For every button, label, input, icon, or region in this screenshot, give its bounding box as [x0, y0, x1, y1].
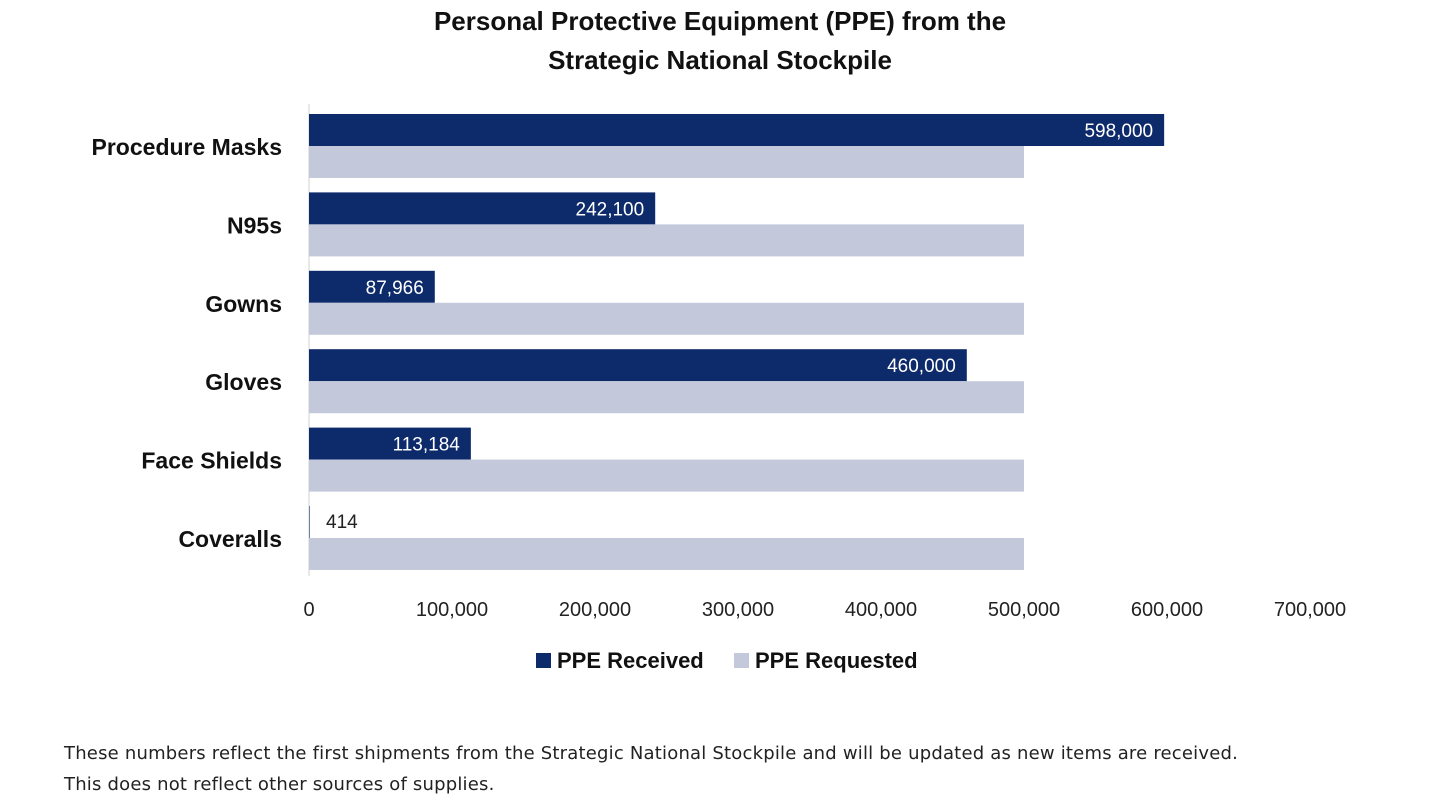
- footnote: These numbers reflect the first shipment…: [64, 738, 1238, 800]
- bar-received: [309, 114, 1165, 146]
- bar-received: [309, 427, 471, 460]
- x-tick-label: 0: [303, 599, 314, 621]
- chart-title-line-1: Personal Protective Equipment (PPE) from…: [433, 6, 1007, 36]
- category-label: Face Shields: [141, 448, 282, 474]
- bar-requested: [309, 381, 1024, 414]
- x-tick-label: 400,000: [845, 599, 917, 621]
- bar-requested: [309, 459, 1024, 492]
- x-tick-label: 100,000: [416, 599, 488, 621]
- x-tick-label: 300,000: [702, 599, 774, 621]
- x-tick-label: 600,000: [1131, 599, 1203, 621]
- category-label: Procedure Masks: [92, 134, 282, 160]
- data-label-received: 598,000: [1084, 121, 1153, 142]
- bar-received: [309, 270, 435, 303]
- bar-requested: [309, 538, 1024, 570]
- chart-title-line-2: Strategic National Stockpile: [548, 45, 892, 75]
- data-label-received: 414: [326, 512, 358, 533]
- footnote-line-2: This does not reflect other sources of s…: [64, 774, 495, 795]
- category-label: Gowns: [205, 291, 282, 317]
- bar-received: [309, 192, 656, 225]
- legend-swatch: [536, 653, 551, 668]
- x-tick-label: 500,000: [988, 599, 1060, 621]
- x-tick-label: 700,000: [1274, 599, 1346, 621]
- chart-title: Personal Protective Equipment (PPE) from…: [0, 2, 1440, 80]
- x-tick-label: 200,000: [559, 599, 631, 621]
- category-label: Coveralls: [178, 526, 282, 552]
- data-label-received: 87,966: [366, 278, 424, 299]
- legend-swatch: [734, 653, 749, 668]
- category-label: Gloves: [205, 369, 282, 395]
- bar-received: [309, 506, 310, 538]
- bar-received: [309, 349, 967, 382]
- data-label-received: 113,184: [393, 435, 461, 456]
- bar-requested: [309, 224, 1024, 257]
- category-label: N95s: [227, 212, 282, 238]
- bar-requested: [309, 146, 1024, 178]
- legend-label: PPE Requested: [755, 648, 918, 673]
- data-label-received: 460,000: [887, 356, 956, 377]
- legend-label: PPE Received: [557, 648, 704, 673]
- bar-requested: [309, 302, 1024, 335]
- data-label-received: 242,100: [576, 199, 645, 220]
- footnote-line-1: These numbers reflect the first shipment…: [64, 743, 1239, 764]
